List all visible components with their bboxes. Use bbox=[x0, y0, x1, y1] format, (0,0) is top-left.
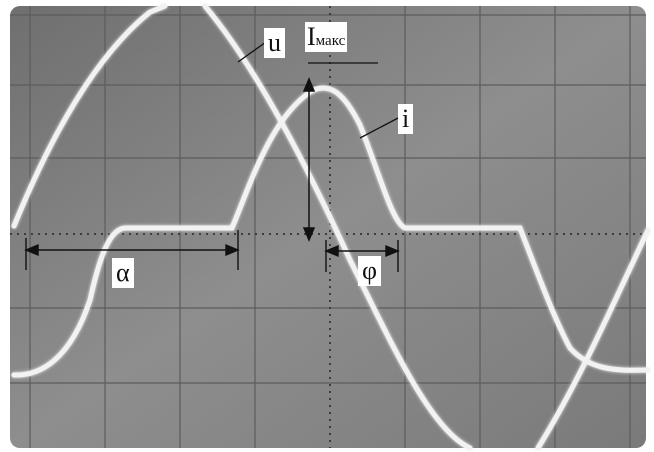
label-leader-lines bbox=[237, 41, 401, 139]
alpha-label: α bbox=[112, 258, 134, 288]
alpha-dimension-arrow bbox=[24, 230, 240, 270]
screen-background bbox=[10, 6, 646, 448]
phi-label: φ bbox=[358, 256, 382, 286]
current-label: i bbox=[398, 104, 414, 134]
graticule-grid bbox=[10, 6, 646, 448]
imax-dimension-arrow bbox=[302, 77, 316, 242]
phi-dimension-arrow bbox=[324, 240, 400, 272]
current-max-label-main: I bbox=[307, 22, 316, 51]
voltage-trace-u bbox=[11, 3, 651, 451]
current-trace-i bbox=[11, 85, 651, 378]
current-max-label: Iмакс bbox=[305, 22, 348, 52]
current-max-label-subscript: макс bbox=[315, 33, 346, 49]
voltage-label: u bbox=[264, 28, 285, 58]
